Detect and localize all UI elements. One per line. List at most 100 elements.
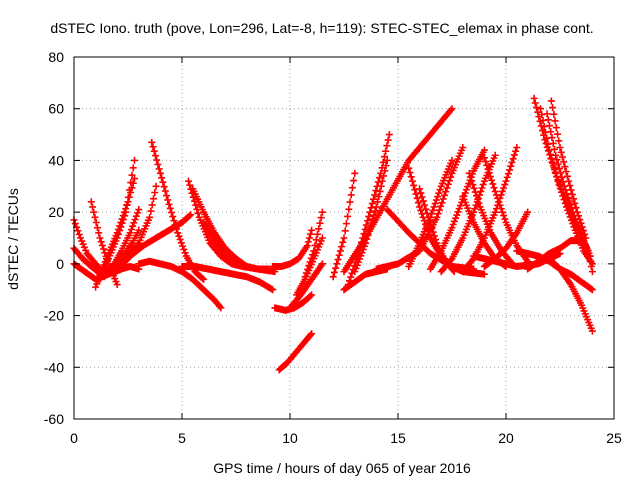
- data-point: [114, 230, 122, 238]
- x-tick-label: 15: [390, 430, 406, 446]
- data-point: [382, 162, 390, 170]
- y-axis-ticks: -60 -40 -20 0 20 40 60 80: [44, 49, 614, 427]
- data-point: [562, 203, 570, 211]
- data-series-15: [178, 262, 277, 294]
- data-point: [513, 144, 521, 151]
- data-point: [485, 169, 493, 177]
- data-point: [573, 208, 581, 216]
- data-point: [93, 224, 101, 232]
- data-point: [429, 206, 437, 214]
- data-point: [122, 208, 130, 216]
- data-point: [474, 196, 482, 204]
- data-series-16: [200, 218, 251, 270]
- data-point: [166, 204, 174, 212]
- data-point: [370, 211, 378, 219]
- data-point: [561, 163, 569, 171]
- data-point: [130, 156, 138, 164]
- data-point: [184, 177, 192, 185]
- data-series-40: [480, 208, 532, 270]
- data-point: [384, 136, 392, 144]
- data-point: [549, 104, 557, 112]
- data-point: [344, 212, 352, 220]
- data-point: [148, 138, 156, 146]
- data-point: [154, 160, 162, 168]
- data-point: [318, 234, 326, 242]
- data-point: [564, 206, 572, 214]
- data-point: [579, 227, 587, 235]
- data-point: [566, 213, 574, 221]
- data-point: [587, 285, 595, 293]
- data-point: [150, 147, 158, 155]
- data-point: [421, 201, 429, 209]
- data-point: [547, 128, 555, 136]
- data-point: [155, 165, 163, 173]
- data-point: [453, 211, 461, 219]
- x-axis-ticks: 0 5 10 15 20 25: [70, 57, 622, 446]
- data-point: [151, 152, 159, 160]
- data-point: [356, 255, 364, 263]
- data-point: [412, 190, 420, 198]
- data-point: [437, 202, 445, 210]
- data-point: [121, 212, 129, 220]
- data-point: [126, 186, 134, 194]
- data-point: [558, 188, 566, 196]
- data-point: [567, 216, 575, 224]
- data-point: [365, 212, 373, 220]
- data-point: [124, 193, 132, 201]
- data-point: [554, 160, 562, 168]
- data-point: [491, 151, 499, 159]
- data-point: [332, 264, 340, 272]
- data-point: [347, 273, 355, 281]
- data-point: [329, 273, 337, 281]
- data-series-4: [87, 198, 121, 289]
- data-point: [75, 230, 83, 238]
- data-point: [95, 229, 103, 237]
- data-point: [450, 217, 458, 225]
- data-point: [187, 211, 195, 219]
- data-point: [562, 168, 570, 176]
- data-point: [345, 205, 353, 213]
- data-point: [494, 194, 502, 202]
- data-point: [340, 234, 348, 242]
- data-point: [330, 268, 338, 276]
- data-point: [383, 156, 391, 164]
- data-point: [576, 216, 584, 224]
- data-point: [510, 151, 518, 159]
- data-point: [366, 208, 374, 216]
- data-point: [308, 330, 316, 338]
- data-point: [175, 232, 183, 240]
- data-point: [176, 235, 184, 243]
- data-point: [357, 252, 365, 260]
- data-point: [506, 166, 514, 174]
- data-point: [200, 275, 208, 283]
- data-point: [588, 327, 596, 335]
- data-point: [90, 208, 98, 216]
- data-point: [308, 291, 316, 299]
- data-point: [530, 94, 538, 102]
- data-point: [383, 142, 391, 150]
- data-point: [217, 304, 225, 312]
- data-point: [501, 215, 509, 223]
- data-point: [306, 258, 314, 266]
- data-point: [550, 110, 558, 118]
- data-point: [429, 228, 437, 236]
- data-point: [418, 193, 426, 201]
- data-point: [307, 230, 315, 238]
- x-tick-label: 10: [282, 430, 298, 446]
- data-point: [360, 242, 368, 250]
- data-point: [372, 187, 380, 195]
- x-tick-label: 5: [178, 430, 186, 446]
- data-point: [471, 205, 479, 213]
- data-point: [432, 235, 440, 243]
- data-point: [586, 252, 594, 260]
- data-point: [569, 220, 577, 228]
- data-point: [336, 247, 344, 255]
- data-point: [483, 161, 491, 169]
- data-series-6: [96, 156, 138, 283]
- data-point: [447, 256, 455, 264]
- data-point: [459, 144, 467, 151]
- data-point: [432, 196, 440, 204]
- data-point: [433, 213, 441, 221]
- data-point: [375, 193, 383, 201]
- data-point: [87, 198, 95, 206]
